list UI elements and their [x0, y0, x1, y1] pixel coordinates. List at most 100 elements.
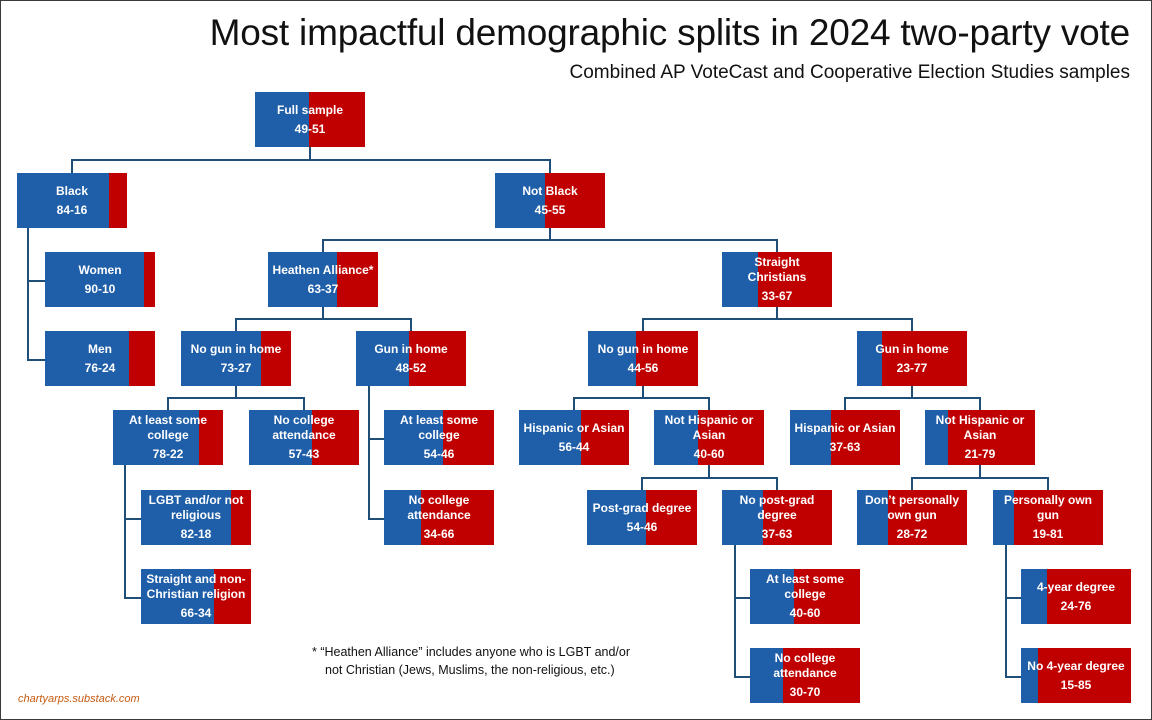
dem-share-bar — [45, 252, 144, 307]
tree-node-h-gun: Gun in home 48-52 — [356, 331, 466, 386]
connector-line — [1005, 675, 1021, 678]
node-text: Not Hispanic or Asian 40-60 — [654, 410, 764, 465]
dem-share-bar — [384, 490, 421, 545]
dem-share-bar — [141, 569, 214, 624]
tree-node-c-gun: Gun in home 23-77 — [857, 331, 967, 386]
connector-line — [1005, 596, 1021, 599]
rep-share-bar — [409, 331, 466, 386]
node-label: No college attendance — [272, 413, 336, 442]
connector-line — [573, 398, 575, 410]
connector-line — [708, 398, 710, 410]
tree-node-c-ng-nothisp: Not Hispanic or Asian 40-60 — [654, 410, 764, 465]
node-value: 23-77 — [896, 360, 928, 375]
tree-node-c-g-nh-o-no4yr: No 4-year degree 15-85 — [1021, 648, 1131, 703]
dem-share-bar — [722, 252, 758, 307]
connector-line — [309, 147, 311, 160]
dem-share-bar — [17, 173, 109, 228]
tree-node-h-ng-c-straight: Straight and non-Christian religion 66-34 — [141, 569, 251, 624]
connector-line — [235, 318, 412, 320]
node-text: No college attendance 30-70 — [750, 648, 860, 703]
rep-share-bar — [763, 490, 832, 545]
node-label: Black — [55, 183, 89, 198]
node-text: Women 90-10 — [45, 252, 155, 307]
rep-share-bar — [443, 410, 494, 465]
node-value: 54-46 — [423, 447, 455, 461]
node-value: 40-60 — [693, 447, 725, 461]
rep-share-bar — [758, 252, 832, 307]
dem-share-bar — [1021, 648, 1038, 703]
node-value: 49-51 — [294, 121, 326, 136]
chart-subtitle: Combined AP VoteCast and Cooperative Ele… — [569, 62, 1130, 83]
rep-share-bar — [783, 648, 860, 703]
dem-share-bar — [588, 331, 636, 386]
connector-line — [27, 358, 45, 361]
node-label: No gun in home — [190, 341, 282, 356]
connector-line — [410, 319, 412, 331]
source-credit: chartyarps.substack.com — [18, 693, 140, 705]
dem-share-bar — [750, 648, 783, 703]
node-label: No post-grad degree — [739, 493, 815, 522]
node-value: 21-79 — [964, 447, 996, 461]
connector-line — [844, 397, 981, 399]
node-text: Black 84-16 — [17, 173, 127, 228]
tree-node-h-ng-c-lgbt: LGBT and/or not religious 82-18 — [141, 490, 251, 545]
connector-line — [368, 386, 370, 519]
node-value: 37-63 — [829, 439, 861, 454]
connector-line — [776, 240, 778, 252]
rep-share-bar — [144, 252, 155, 307]
chart-title: Most impactful demographic splits in 202… — [209, 12, 1131, 53]
rep-share-bar — [888, 490, 967, 545]
tree-node-c-ng-nh-np-college: At least some college 40-60 — [750, 569, 860, 624]
connector-line — [708, 465, 710, 478]
connector-line — [235, 386, 237, 398]
node-text: Hispanic or Asian 56-44 — [519, 410, 629, 465]
node-value: 57-43 — [288, 447, 320, 461]
node-text: No post-grad degree 37-63 — [722, 490, 832, 545]
node-text: No gun in home 73-27 — [181, 331, 291, 386]
connector-line — [911, 478, 913, 490]
connector-line — [549, 160, 551, 173]
node-value: 48-52 — [395, 360, 427, 375]
rep-share-bar — [581, 410, 629, 465]
connector-line — [734, 545, 736, 677]
node-text: Full sample 49-51 — [255, 92, 365, 147]
connector-line — [641, 477, 778, 479]
connector-line — [573, 397, 710, 399]
rep-share-bar — [109, 173, 127, 228]
connector-line — [776, 307, 778, 319]
connector-line — [124, 465, 126, 598]
node-value: 82-18 — [180, 527, 212, 541]
rep-share-bar — [231, 490, 251, 545]
node-value: 24-76 — [1060, 598, 1092, 613]
node-text: LGBT and/or not religious 82-18 — [141, 490, 251, 545]
dem-share-bar — [654, 410, 698, 465]
rep-share-bar — [831, 410, 900, 465]
node-value: 66-34 — [180, 606, 212, 620]
dem-share-bar — [790, 410, 831, 465]
rep-share-bar — [882, 331, 967, 386]
dem-share-bar — [925, 410, 948, 465]
node-text: No 4-year degree 15-85 — [1021, 648, 1131, 703]
connector-line — [322, 239, 778, 241]
rep-share-bar — [636, 331, 698, 386]
dem-share-bar — [141, 490, 231, 545]
dem-share-bar — [495, 173, 545, 228]
connector-line — [642, 319, 644, 331]
connector-line — [124, 596, 141, 599]
node-text: Straight and non-Christian religion 66-34 — [141, 569, 251, 624]
connector-line — [911, 319, 913, 331]
node-label: Gun in home — [875, 341, 949, 356]
tree-node-h-ng-nocollege: No college attendance 57-43 — [249, 410, 359, 465]
node-text: No college attendance 57-43 — [249, 410, 359, 465]
node-label: No college attendance — [773, 651, 837, 680]
node-value: 37-63 — [761, 527, 793, 541]
connector-line — [167, 398, 169, 410]
dem-share-bar — [1021, 569, 1047, 624]
node-text: Gun in home 23-77 — [857, 331, 967, 386]
tree-node-c-ng-nh-postgrad: Post-grad degree 54-46 — [587, 490, 697, 545]
node-text: Heathen Alliance* 63-37 — [268, 252, 378, 307]
dem-share-bar — [857, 331, 882, 386]
dem-share-bar — [384, 410, 443, 465]
tree-node-c-g-hisp: Hispanic or Asian 37-63 — [790, 410, 900, 465]
node-label: Not Hispanic or Asian — [935, 413, 1025, 442]
